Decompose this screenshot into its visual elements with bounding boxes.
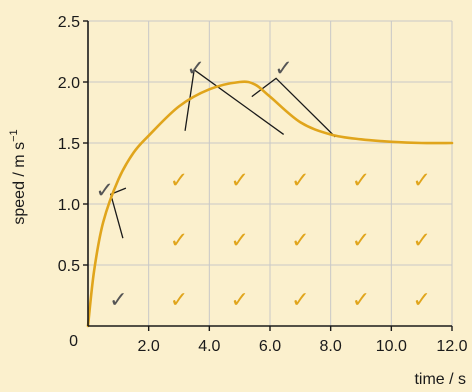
check-mark-icon: ✓ [352, 288, 370, 313]
grid-lines [88, 20, 453, 326]
check-mark-icon: ✓ [95, 178, 113, 203]
x-tick-label: 2.0 [138, 338, 160, 355]
check-mark-icon: ✓ [291, 288, 309, 313]
annotation-line [184, 68, 285, 135]
y-axis-label-sup: −1 [8, 129, 20, 142]
check-mark-icon: ✓ [170, 288, 188, 313]
check-mark-icon: ✓ [230, 288, 248, 313]
y-tick-label: 2.5 [58, 14, 80, 31]
speed-curve [86, 80, 454, 328]
check-mark-icon: ✓ [170, 228, 188, 253]
curve-layer [86, 80, 454, 328]
check-mark-icon: ✓ [352, 228, 370, 253]
annotation-lines [109, 68, 336, 239]
y-tick-label: 1.5 [58, 136, 80, 153]
axes [83, 20, 453, 331]
check-mark-icon: ✓ [412, 169, 430, 194]
check-mark-icon: ✓ [291, 169, 309, 194]
x-tick-label: 4.0 [198, 338, 220, 355]
y-tick-label: 2.0 [58, 75, 80, 92]
x-tick-label: 6.0 [259, 338, 281, 355]
check-mark-icon: ✓ [109, 288, 127, 313]
check-mark-icon: ✓ [170, 169, 188, 194]
check-marks: ✓ ✓ ✓ ✓ ✓ ✓ ✓ ✓ ✓ ✓ ✓ ✓ ✓ ✓ ✓ ✓ ✓ ✓ ✓ [95, 56, 430, 313]
origin-label: 0 [69, 333, 78, 350]
check-mark-icon: ✓ [230, 169, 248, 194]
check-mark-icon: ✓ [352, 169, 370, 194]
y-axis-label-main: speed / m s [11, 142, 28, 225]
check-mark-icon: ✓ [291, 228, 309, 253]
check-mark-icon: ✓ [412, 288, 430, 313]
x-axis-label: time / s [414, 371, 466, 388]
x-tick-label: 10.0 [376, 338, 407, 355]
check-mark-icon: ✓ [274, 56, 292, 81]
annotation-line [109, 187, 127, 239]
check-mark-icon: ✓ [230, 228, 248, 253]
x-tick-label: 12.0 [436, 338, 467, 355]
check-mark-icon: ✓ [412, 228, 430, 253]
check-mark-icon: ✓ [186, 56, 204, 81]
y-tick-label: 1.0 [58, 197, 80, 214]
annotation-line [251, 77, 336, 138]
y-axis-label: speed / m s−1 [8, 129, 28, 224]
tick-labels: 2.0 4.0 6.0 8.0 10.0 12.0 0.5 1.0 1.5 2.0 2.5 [58, 14, 468, 355]
x-tick-label: 8.0 [320, 338, 342, 355]
y-tick-label: 0.5 [58, 258, 80, 275]
